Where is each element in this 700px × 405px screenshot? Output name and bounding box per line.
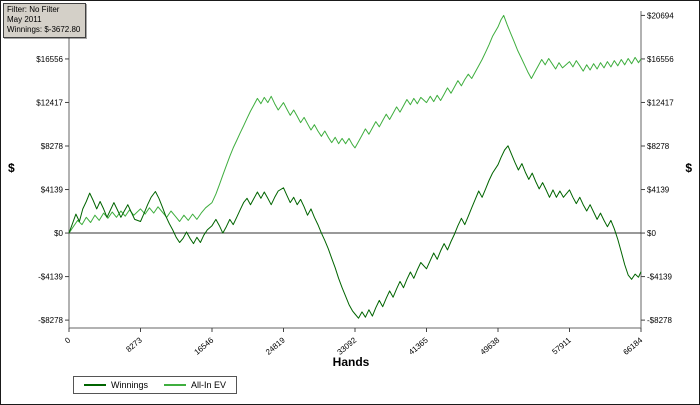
x-tick-label: 0 [63, 335, 73, 345]
filter-info-box: Filter: No Filter May 2011 Winnings: $-3… [3, 3, 87, 38]
y-tick-label-left: -$4139 [38, 273, 63, 282]
legend-label-winnings: Winnings [111, 380, 149, 390]
y-tick-label-right: $16556 [647, 55, 674, 64]
legend-item-all-in-ev[interactable]: All-In EV [164, 380, 226, 390]
y-tick-label-right: $0 [647, 229, 656, 238]
y-axis-title-left: $ [8, 161, 15, 175]
filter-info-winnings: Winnings: $-3672.80 [7, 25, 81, 34]
x-tick-label: 49638 [478, 335, 501, 357]
filter-info-filter: Filter: No Filter [7, 5, 60, 14]
x-tick-label: 8273 [124, 335, 144, 354]
x-tick-label: 24819 [264, 335, 287, 357]
y-tick-label-left: $12417 [36, 98, 63, 107]
y-tick-label-right: -$4139 [647, 273, 672, 282]
y-axis-title-right: $ [685, 161, 692, 175]
y-tick-label-left: $8278 [41, 142, 64, 151]
y-tick-label-right: $20694 [647, 11, 674, 20]
x-tick-label: 66184 [621, 335, 644, 357]
all-in-ev-line-swatch [164, 384, 187, 386]
legend-label-all-in-ev: All-In EV [191, 380, 227, 390]
all-in-ev-line [68, 14, 642, 234]
y-tick-label-left: $16556 [36, 55, 63, 64]
y-tick-label-left: $0 [54, 229, 63, 238]
winnings-line-swatch [84, 384, 106, 386]
x-axis-title: Hands [332, 355, 370, 369]
legend: Winnings All-In EV [73, 376, 238, 394]
filter-info-period: May 2011 [7, 15, 42, 24]
y-tick-label-right: $4139 [647, 186, 670, 195]
x-tick-label: 16546 [192, 335, 215, 357]
x-tick-label: 33092 [335, 335, 358, 357]
x-tick-label: 57911 [550, 335, 573, 356]
y-tick-label-left: $4139 [41, 186, 64, 195]
winnings-line [68, 145, 642, 319]
y-tick-label-left: -$8278 [38, 316, 63, 325]
y-tick-label-right: $8278 [647, 142, 670, 151]
y-tick-label-right: -$8278 [647, 316, 672, 325]
y-tick-label-right: $12417 [647, 98, 674, 107]
x-tick-label: 41365 [407, 335, 430, 357]
legend-item-winnings[interactable]: Winnings [84, 380, 148, 390]
